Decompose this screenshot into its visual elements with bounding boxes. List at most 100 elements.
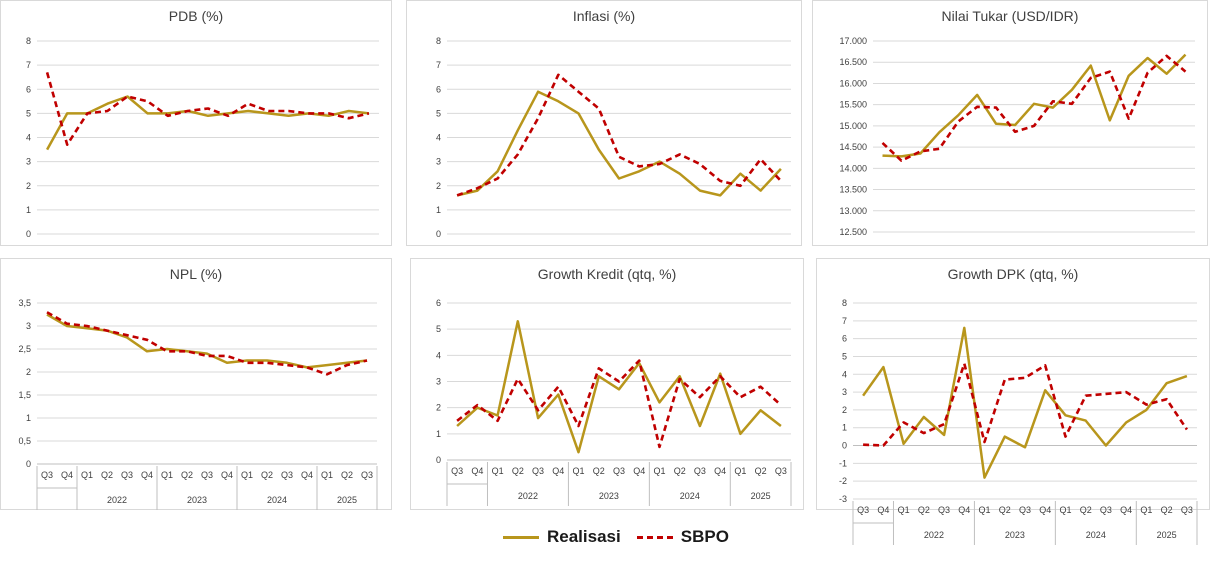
- y-tick-label: 1: [26, 205, 31, 215]
- x-tick-label: Q2: [999, 505, 1011, 515]
- chart-npl: NPL (%) 0 0,5 1 1,5 2 2,5 3 3,5 Q3 Q4 Q1 Q2 Q3 Q4 Q1 Q2 Q…: [0, 258, 392, 510]
- y-tick-label: 14.000: [839, 163, 867, 173]
- y-tick-label: 3: [842, 387, 847, 397]
- y-tick-label: -1: [839, 458, 847, 468]
- y-tick-label: 5: [436, 324, 441, 334]
- series-line-sbpo: [881, 54, 1187, 162]
- x-tick-label: Q2: [1080, 505, 1092, 515]
- x-year-label: 2023: [1005, 530, 1025, 540]
- x-tick-label: Q4: [61, 470, 73, 480]
- y-tick-label: 2,5: [18, 344, 31, 354]
- y-tick-label: 3: [436, 377, 441, 387]
- x-tick-label: Q1: [734, 466, 746, 476]
- y-tick-label: 6: [842, 334, 847, 344]
- y-tick-label: 5: [26, 108, 31, 118]
- x-tick-label: Q1: [979, 505, 991, 515]
- legend-realisasi: Realisasi: [503, 527, 621, 547]
- x-tick-label: Q3: [938, 505, 950, 515]
- x-tick-label: Q4: [1039, 505, 1051, 515]
- y-tick-label: 4: [436, 350, 441, 360]
- x-tick-label: Q4: [1120, 505, 1132, 515]
- x-year-label: 2023: [187, 495, 207, 505]
- y-tick-label: 4: [436, 133, 441, 143]
- y-tick-label: 0,5: [18, 436, 31, 446]
- x-tick-label: Q1: [898, 505, 910, 515]
- series-line-realisasi: [456, 90, 782, 197]
- y-tick-label: 14.500: [839, 142, 867, 152]
- x-tick-label: Q1: [1140, 505, 1152, 515]
- x-tick-label: Q1: [653, 466, 665, 476]
- y-tick-label: 7: [436, 60, 441, 70]
- y-tick-label: 0: [842, 441, 847, 451]
- x-tick-label: Q2: [593, 466, 605, 476]
- y-tick-label: 0: [436, 229, 441, 239]
- y-tick-label: 6: [436, 84, 441, 94]
- x-tick-label: Q2: [755, 466, 767, 476]
- series-line-sbpo: [456, 359, 782, 449]
- y-tick-label: 2: [842, 405, 847, 415]
- y-tick-label: 3: [436, 157, 441, 167]
- series-line-realisasi: [46, 313, 368, 369]
- chart-nilai-tukar: Nilai Tukar (USD/IDR) 12.500 13.000 13.500 1…: [812, 0, 1208, 246]
- x-year-label: 2025: [337, 495, 357, 505]
- x-year-label: 2024: [1086, 530, 1106, 540]
- y-tick-label: 8: [842, 298, 847, 308]
- y-tick-label: 3: [26, 157, 31, 167]
- y-tick-label: 13.000: [839, 206, 867, 216]
- chart-growth-kredit: Growth Kredit (qtq, %) 0 1 2 3 4 5 6 Q3 Q4 Q1 Q2 Q3 Q…: [410, 258, 804, 510]
- x-tick-label: Q1: [321, 470, 333, 480]
- y-tick-label: 6: [26, 84, 31, 94]
- chart-pdb: PDB (%) 0 1 2 3 4 5 6 7 8: [0, 0, 392, 246]
- y-tick-label: 1: [842, 423, 847, 433]
- x-tick-label: Q3: [694, 466, 706, 476]
- legend-sbpo: SBPO: [636, 527, 729, 547]
- legend-realisasi-swatch: [503, 535, 539, 539]
- chart-growth-kredit-svg: Growth Kredit (qtq, %) 0 1 2 3 4 5 6 Q3 Q4 Q1 Q2 Q3 Q…: [436, 266, 792, 506]
- legend: Realisasi SBPO: [503, 524, 729, 550]
- chart-title: NPL (%): [170, 266, 222, 282]
- chart-title: Nilai Tukar (USD/IDR): [942, 8, 1079, 24]
- x-tick-label: Q3: [1100, 505, 1112, 515]
- x-tick-label: Q3: [857, 505, 869, 515]
- y-tick-label: 7: [842, 316, 847, 326]
- y-tick-label: 17.000: [839, 36, 867, 46]
- x-tick-label: Q2: [181, 470, 193, 480]
- x-tick-label: Q4: [877, 505, 889, 515]
- chart-pdb-svg: PDB (%) 0 1 2 3 4 5 6 7 8: [26, 8, 379, 239]
- y-tick-label: -3: [839, 494, 847, 504]
- chart-npl-svg: NPL (%) 0 0,5 1 1,5 2 2,5 3 3,5 Q3 Q4 Q1 Q2 Q3 Q4 Q1 Q2 Q…: [18, 266, 378, 510]
- x-tick-label: Q2: [261, 470, 273, 480]
- x-year-label: 2022: [518, 491, 538, 501]
- x-tick-label: Q4: [471, 466, 483, 476]
- x-tick-label: Q4: [552, 466, 564, 476]
- x-tick-label: Q3: [41, 470, 53, 480]
- x-tick-label: Q3: [281, 470, 293, 480]
- y-tick-label: 6: [436, 298, 441, 308]
- y-tick-label: 3: [26, 321, 31, 331]
- x-tick-label: Q1: [492, 466, 504, 476]
- x-tick-label: Q2: [341, 470, 353, 480]
- series-line-realisasi: [882, 53, 1187, 158]
- chart-title: Growth Kredit (qtq, %): [538, 266, 677, 282]
- x-tick-label: Q3: [613, 466, 625, 476]
- x-tick-label: Q2: [674, 466, 686, 476]
- y-tick-label: 2: [26, 367, 31, 377]
- x-tick-label: Q4: [221, 470, 233, 480]
- y-tick-label: 0: [26, 229, 31, 239]
- chart-title: Inflasi (%): [573, 8, 635, 24]
- x-year-label: 2024: [267, 495, 287, 505]
- x-year-label: 2024: [680, 491, 700, 501]
- x-tick-label: Q1: [1059, 505, 1071, 515]
- series-line-realisasi: [46, 95, 370, 151]
- y-tick-label: 8: [436, 36, 441, 46]
- y-tick-label: 13.500: [839, 185, 867, 195]
- x-tick-label: Q2: [512, 466, 524, 476]
- y-tick-label: 1: [26, 413, 31, 423]
- y-tick-label: 4: [26, 133, 31, 143]
- x-tick-label: Q1: [161, 470, 173, 480]
- chart-nilai-tukar-svg: Nilai Tukar (USD/IDR) 12.500 13.000 13.500 1…: [839, 8, 1195, 237]
- y-tick-label: 16.000: [839, 78, 867, 88]
- x-year-label: 2023: [599, 491, 619, 501]
- y-tick-label: 5: [842, 351, 847, 361]
- y-tick-label: 5: [436, 108, 441, 118]
